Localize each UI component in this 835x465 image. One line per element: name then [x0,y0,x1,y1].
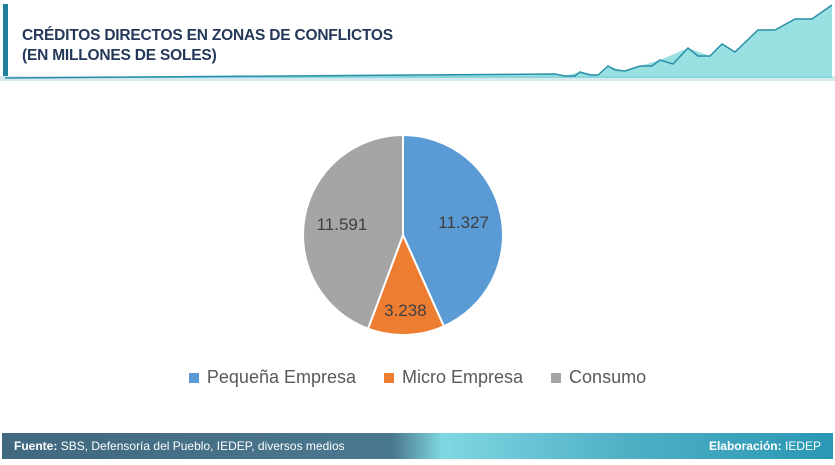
pie-slice-0 [402,133,504,328]
legend-swatch [551,372,562,383]
credit-label: Elaboración: [708,439,782,453]
title-line-1: CRÉDITOS DIRECTOS EN ZONAS DE CONFLICTOS [22,27,393,44]
legend: Pequeña Empresa Micro Empresa Consumo [0,367,835,388]
legend-swatch [188,372,199,383]
credit-text: IEDEP [784,439,821,453]
legend-label: Consumo [569,367,647,387]
credit: Elaboración: IEDEP [709,439,821,453]
header-accent-bar [3,4,8,78]
data-label-1: 3.238 [384,301,427,320]
page-title: CRÉDITOS DIRECTOS EN ZONAS DE CONFLICTOS… [22,26,393,66]
pie-slice-2 [302,133,404,330]
footer: Fuente: SBS, Defensoría del Pueblo, IEDE… [2,433,833,459]
source-text: SBS, Defensoría del Pueblo, IEDEP, diver… [60,439,345,453]
legend-label: Pequeña Empresa [206,367,357,387]
legend-label: Micro Empresa [402,367,524,387]
legend-item-consumo: Consumo [551,367,646,388]
source: Fuente: SBS, Defensoría del Pueblo, IEDE… [14,439,345,453]
legend-swatch [384,372,395,383]
header-decoration [0,4,835,81]
data-label-0: 11.327 [438,213,489,232]
legend-item-micro: Micro Empresa [384,367,523,388]
title-line-2: (EN MILLONES DE SOLES) [22,47,217,64]
pie-slice-1 [366,232,446,336]
legend-item-pequena: Pequeña Empresa [188,367,357,388]
pie-chart: 11.327 3.238 11.591 [302,133,504,336]
source-label: Fuente: [14,439,58,453]
data-label-2: 11.591 [317,215,368,234]
